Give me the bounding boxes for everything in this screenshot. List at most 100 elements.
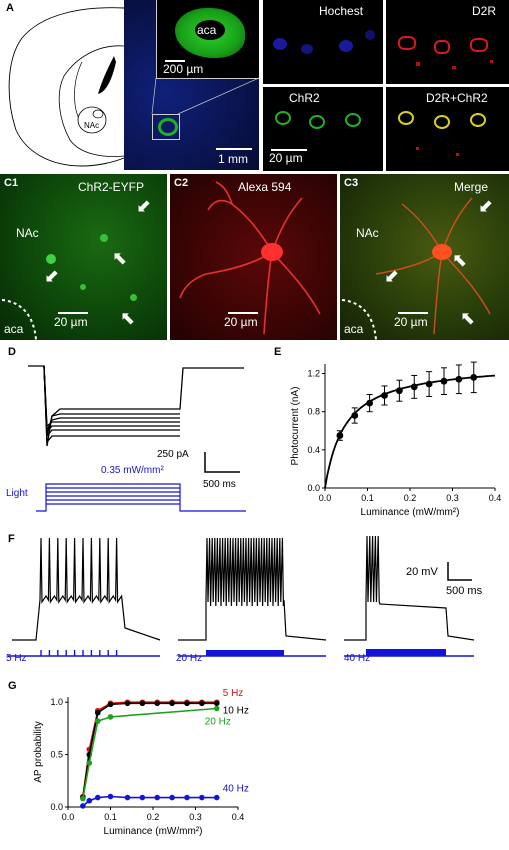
g-data-point [86,797,93,804]
e-x-tick-label: 0.3 [446,493,459,503]
f-scale-bar [447,562,472,581]
g-x-tick-label: 0.1 [104,812,117,822]
c3-image: C3 Merge NAc ⬋ ⬉ ⬋ ⬉ aca 20 µm [340,174,509,340]
g-y-tick-label: 0.5 [50,750,63,760]
main-scale-label: 1 mm [218,152,248,166]
c2-neuron [179,181,321,335]
roi-green-ring [158,118,178,136]
e-x-tick-label: 0.2 [404,493,417,503]
c3-neuron [375,197,491,335]
e-x-tick-label: 0.4 [489,493,502,503]
inset-scale-bar [165,60,185,62]
inset-scale-label: 200 µm [163,62,204,76]
g-y-tick-label: 1.0 [50,697,63,707]
e-y-tick-label: 0.0 [307,483,320,493]
e-y-tick-label: 0.8 [307,407,320,417]
g-series-line [82,702,217,798]
panel-label-c3: C3 [344,177,359,189]
panel-label-g: G [8,680,17,692]
c1-scale-bar [58,312,88,314]
ventricle [98,56,116,94]
main-scale-bar [216,148,252,150]
g-data-point [86,760,93,766]
g-data-point [107,714,114,720]
g-x-tick-label: 0.0 [62,812,75,822]
c3-scale-label: 20 µm [394,315,428,329]
panel-label-c2: C2 [174,177,189,189]
e-data-point [455,375,463,383]
g-data-point [213,705,220,712]
panel-label-d: D [8,346,16,358]
e-data-point [395,387,403,395]
b-hoechst-image: Hochest [263,0,383,84]
c1-image: C1 ChR2-EYFP NAc ⬋ ⬉ ⬋ ⬉ aca 20 µm [0,174,167,340]
g-data-point [154,700,161,707]
c3-aca-label: aca [344,322,364,336]
brain-atlas-drawing: NAc [8,7,125,167]
aca-outline [92,109,104,119]
g-data-point [184,794,190,801]
e-y-tick-label: 0.4 [307,445,320,455]
g-series-line [82,707,217,799]
e-y-axis-label: Photocurrent (nA) [290,387,301,466]
g-data-point [124,794,131,801]
g-series-label: 20 Hz [205,717,231,728]
b-chr2-label: ChR2 [289,91,320,105]
c1-title: ChR2-EYFP [78,180,145,194]
panel-a-micrograph: aca 200 µm 1 mm [124,0,259,170]
g-data-point [124,700,131,707]
g-data-point [94,718,101,724]
zoom-lines [151,77,259,115]
g-data-point [154,794,161,801]
c3-nac-label: NAc [356,226,379,240]
c2-image: C2 Alexa 594 20 µm [170,174,337,340]
panel-label-f: F [8,533,15,545]
f-freq-40: 40 Hz [344,653,370,664]
b-scale-label: 20 µm [269,151,303,165]
g-data-point [94,794,101,801]
f-stim-train [366,649,446,656]
chart-ap-probability: 0.0 0.1 0.2 0.3 0.4 0.0 0.5 1.0 Luminance (mW/mm… [33,688,249,837]
c2-scale-label: 20 µm [224,315,258,329]
g-series-line [82,795,217,807]
e-data-point [351,412,359,419]
g-data-point [80,803,86,809]
panel-label-c1: C1 [4,177,19,189]
g-x-tick-label: 0.4 [232,812,245,822]
d-current-scale: 250 pA [157,449,189,460]
b-d2r-label: D2R [472,4,497,18]
g-series-label: 40 Hz [223,784,249,795]
g-data-point [199,794,205,801]
c3-title: Merge [454,180,489,194]
nac-label: NAc [84,121,99,130]
c1-arrow-3: ⬋ [44,266,60,286]
c3-arrow-3: ⬋ [384,266,400,286]
roi-box [152,114,180,140]
g-x-tick-label: 0.3 [189,812,202,822]
inset-image: aca 200 µm [156,0,259,79]
e-x-axis-label: Luminance (mW/mm²) [361,507,460,518]
f-volt-scale: 20 mV [406,566,438,578]
c3-scale-bar [398,312,428,314]
g-x-axis-label: Luminance (mW/mm²) [104,826,203,837]
b-merge-image: D2R+ChR2 [386,87,509,171]
c2-scale-bar [228,312,258,314]
e-data-point [336,432,344,439]
c3-arrow-2: ⬉ [452,250,468,270]
e-data-point [425,380,433,388]
g-y-tick-label: 0.0 [50,802,63,812]
f-trace-20hz [178,537,327,641]
c2-title: Alexa 594 [238,180,292,194]
b-scale-bar [271,149,307,151]
f-freq-5: 5 Hz [6,653,27,664]
c3-arrow-1: ⬋ [478,196,494,216]
e-data-point [470,373,478,381]
g-series-label: 5 Hz [223,688,244,699]
c1-scale-label: 20 µm [54,315,88,329]
f-time-scale: 500 ms [446,585,483,597]
g-data-point [139,700,146,707]
d-light-label: Light [6,488,28,499]
e-data-point [410,383,418,391]
inset-aca-hole [195,20,225,40]
c1-arrow-2: ⬉ [112,248,128,268]
